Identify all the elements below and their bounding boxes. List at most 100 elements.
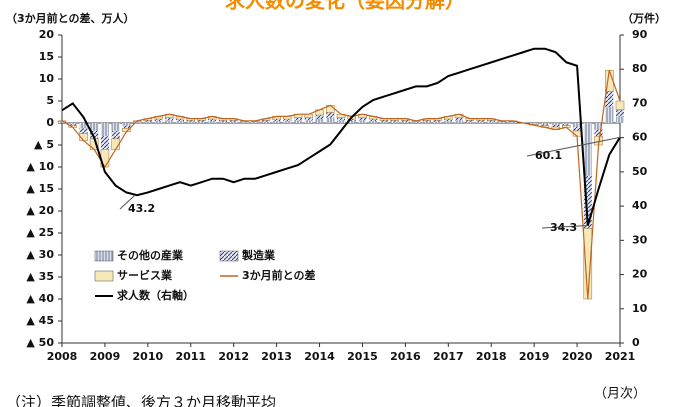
y-tick-label: ▲ 35: [26, 270, 54, 283]
bar: [583, 175, 592, 229]
bar: [476, 120, 485, 122]
bar: [57, 122, 67, 123]
bar: [562, 123, 571, 125]
bar: [476, 121, 485, 123]
bar: [594, 123, 603, 130]
legend-box: [86, 243, 336, 311]
bar: [68, 123, 77, 125]
bar: [369, 119, 378, 122]
bar: [444, 121, 453, 123]
y-tick-label: ▲ 30: [26, 248, 54, 261]
bar: [218, 120, 227, 122]
bar: [465, 120, 474, 122]
bar: [540, 123, 549, 125]
bar: [165, 117, 174, 121]
bar: [90, 130, 99, 139]
bar: [304, 117, 313, 121]
bar: [497, 121, 506, 123]
bar: [336, 120, 346, 123]
bar: [433, 121, 442, 123]
x-tick-label: 2014: [304, 350, 335, 363]
bar: [272, 121, 281, 123]
bar: [111, 130, 120, 139]
y2-tick-label: 10: [632, 302, 648, 315]
y2-tick-label: 50: [632, 165, 648, 178]
bar: [133, 121, 142, 123]
y-tick-label: 10: [39, 72, 55, 85]
bar: [530, 123, 539, 125]
y-tick-label: ▲ 45: [26, 314, 54, 327]
x-tick-label: 2011: [175, 350, 206, 363]
bar: [401, 121, 410, 123]
bar: [283, 121, 292, 123]
bar: [615, 100, 625, 111]
bar: [251, 122, 260, 123]
bar: [358, 117, 367, 121]
bar: [551, 123, 560, 125]
bar: [347, 119, 356, 122]
y-tick-label: ▲ 20: [26, 204, 54, 217]
bar: [122, 123, 131, 126]
annotation: 34.3: [550, 221, 577, 234]
line: [61, 70, 621, 300]
bar: [143, 120, 152, 122]
bar: [358, 120, 367, 123]
y2-tick-label: 20: [632, 268, 648, 281]
bar: [154, 119, 163, 122]
y-tick-label: 20: [39, 28, 55, 41]
bar: [369, 121, 378, 123]
bar: [508, 121, 517, 123]
x-tick-label: 2020: [562, 350, 593, 363]
bar: [197, 121, 206, 123]
bar: [229, 121, 238, 123]
annotation: 43.2: [128, 202, 155, 215]
y2-axis-label: （万件）: [622, 11, 666, 25]
legend-label: 求人数（右軸）: [117, 288, 194, 302]
annotation-leader: [526, 136, 621, 157]
bar: [422, 121, 431, 123]
y-tick-label: ▲ 50: [26, 336, 54, 349]
x-tick-label: 2016: [390, 350, 421, 363]
y2-tick-label: 30: [632, 233, 648, 246]
y2-tick-label: 40: [632, 199, 648, 212]
bar: [208, 121, 217, 123]
x-axis-label: （月次）: [594, 386, 646, 402]
bar: [294, 120, 303, 123]
bar: [294, 117, 303, 121]
bar: [508, 122, 517, 123]
y-tick-label: ▲ 15: [26, 182, 54, 195]
bar: [315, 115, 324, 120]
bar: [111, 123, 120, 131]
bar: [487, 121, 496, 123]
bar: [347, 121, 356, 123]
bar: [68, 124, 77, 126]
y-tick-label: 0: [46, 116, 54, 129]
legend-label: 3か月前との差: [242, 268, 316, 282]
annotation-leader: [119, 194, 136, 210]
bar: [422, 120, 431, 122]
y2-tick-label: 90: [632, 28, 648, 41]
bar: [326, 112, 335, 118]
bar: [79, 123, 88, 129]
bar: [390, 121, 399, 123]
bar: [573, 123, 582, 127]
bar: [336, 117, 346, 121]
legend-swatch: [94, 270, 114, 282]
bar: [605, 107, 614, 123]
bar: [465, 121, 474, 123]
y2-tick-label: 70: [632, 96, 648, 109]
bar: [283, 119, 292, 122]
legend-label: サービス業: [117, 268, 173, 282]
bar: [412, 122, 421, 123]
x-tick-label: 2010: [133, 350, 164, 363]
y-tick-label: ▲ 10: [26, 160, 54, 173]
legend-swatch: [94, 250, 114, 262]
bar: [455, 120, 464, 123]
bar: [186, 120, 195, 122]
bar: [165, 120, 174, 123]
bar: [412, 121, 421, 123]
y2-tick-label: 80: [632, 62, 648, 75]
bar: [562, 124, 571, 126]
bar: [551, 124, 560, 127]
bar: [261, 121, 270, 123]
